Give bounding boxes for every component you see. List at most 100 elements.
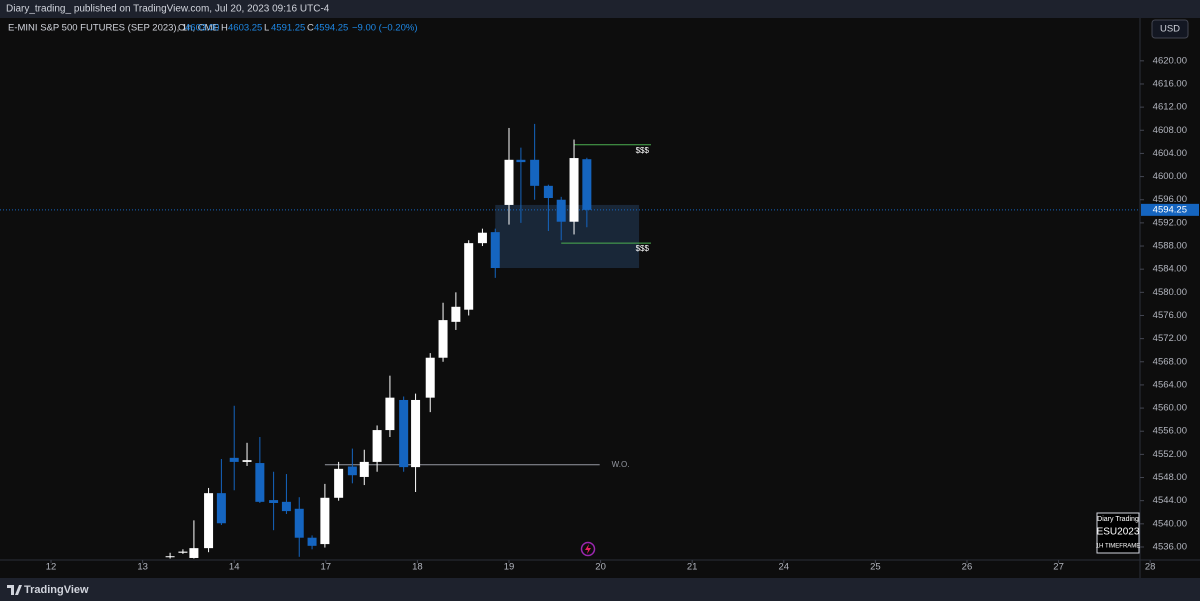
y-tick-label: 4612.00 bbox=[1153, 102, 1187, 113]
annotation-label: $$$ bbox=[636, 146, 650, 155]
axes: 4536.00 4540.00 4544.00 4548.00 4552.00 4556.… bbox=[46, 55, 1199, 573]
ohlc-value: 4594.25 bbox=[314, 23, 348, 34]
candle-body bbox=[438, 320, 448, 358]
x-tick-label: 19 bbox=[504, 562, 515, 573]
x-tick-label: 13 bbox=[137, 562, 148, 573]
annotation-label: W.O. bbox=[612, 460, 630, 469]
candle-body bbox=[294, 508, 304, 538]
currency[interactable]: USD bbox=[1160, 24, 1180, 35]
y-tick-label: 4600.00 bbox=[1153, 171, 1187, 182]
watermark-line: Diary Trading bbox=[1097, 516, 1139, 523]
candle-body bbox=[320, 497, 330, 545]
x-tick-label: 18 bbox=[412, 562, 423, 573]
y-tick-label: 4568.00 bbox=[1153, 356, 1187, 367]
last-price-label: 4594.25 bbox=[1153, 204, 1187, 215]
y-tick-label: 4588.00 bbox=[1153, 241, 1187, 252]
ohlc-value: 4603.25 bbox=[228, 23, 262, 34]
currency-button[interactable] bbox=[1151, 19, 1189, 39]
candle-body bbox=[347, 466, 357, 476]
zone bbox=[495, 204, 640, 269]
x-tick-label: 27 bbox=[1053, 562, 1064, 573]
y-tick-label: 4552.00 bbox=[1153, 449, 1187, 460]
candle-body bbox=[229, 457, 239, 462]
y-tick-label: 4556.00 bbox=[1153, 426, 1187, 437]
candle-body bbox=[359, 461, 369, 477]
lightning-bolt bbox=[585, 544, 591, 554]
candle-body bbox=[582, 159, 592, 210]
candle-body bbox=[216, 493, 226, 524]
x-tick-label: 25 bbox=[870, 562, 881, 573]
logo bbox=[7, 585, 22, 595]
x-tick-label: 24 bbox=[778, 562, 789, 573]
candle-body bbox=[464, 243, 474, 310]
y-tick-label: 4596.00 bbox=[1153, 194, 1187, 205]
ohlc-letter: H bbox=[221, 23, 228, 34]
candle-body bbox=[556, 199, 566, 222]
x-tick-label: 21 bbox=[687, 562, 698, 573]
y-tick-label: 4616.00 bbox=[1153, 78, 1187, 89]
ohlc-value: 4603.00 bbox=[185, 23, 219, 34]
candle-body bbox=[307, 537, 317, 546]
candle-body bbox=[281, 501, 291, 512]
brand: TradingView bbox=[24, 584, 89, 596]
y-tick-label: 4580.00 bbox=[1153, 287, 1187, 298]
symbol: E-MINI S&P 500 FUTURES (SEP 2023), 1h, C… bbox=[8, 23, 219, 34]
candle-body bbox=[530, 159, 540, 186]
annotation-label: $$$ bbox=[636, 244, 650, 253]
x-tick-label: 12 bbox=[46, 562, 57, 573]
x-tick-label: 26 bbox=[962, 562, 973, 573]
candle-body bbox=[477, 232, 487, 244]
y-tick-label: 4560.00 bbox=[1153, 403, 1187, 414]
candle-body bbox=[178, 551, 188, 553]
ohlc-letter: L bbox=[264, 23, 269, 34]
candle-body bbox=[189, 548, 199, 558]
plot: $$$ $$$ W.O. bbox=[0, 123, 1140, 559]
x-tick-label: 28 bbox=[1145, 562, 1156, 573]
y-tick-label: 4572.00 bbox=[1153, 333, 1187, 344]
candle-body bbox=[451, 306, 461, 322]
lightning-icon[interactable] bbox=[580, 541, 596, 557]
candle-body bbox=[504, 159, 514, 205]
candle-body bbox=[372, 430, 382, 462]
y-tick-label: 4620.00 bbox=[1153, 55, 1187, 66]
candle-body bbox=[385, 397, 395, 431]
candle-body bbox=[165, 556, 175, 558]
ohlc-letter: C bbox=[307, 23, 314, 34]
last-price-box bbox=[1141, 203, 1199, 216]
y-tick-label: 4540.00 bbox=[1153, 518, 1187, 529]
y-tick-label: 4544.00 bbox=[1153, 495, 1187, 506]
publisher: Diary_trading_ published on TradingView.… bbox=[6, 4, 330, 15]
candle-body bbox=[334, 468, 344, 498]
candle-body bbox=[569, 158, 579, 222]
x-tick-label: 14 bbox=[229, 562, 240, 573]
y-tick-label: 4536.00 bbox=[1153, 541, 1187, 552]
candle-body bbox=[269, 500, 279, 503]
x-tick-label: 20 bbox=[595, 562, 606, 573]
watermark-line: ESU2023 bbox=[1097, 527, 1140, 538]
y-tick-label: 4564.00 bbox=[1153, 379, 1187, 390]
ohlc-letter: O bbox=[178, 23, 185, 34]
candle-body bbox=[242, 460, 252, 462]
candle-body bbox=[255, 463, 265, 502]
y-tick-label: 4584.00 bbox=[1153, 264, 1187, 275]
candle-body bbox=[490, 232, 500, 269]
y-tick-label: 4604.00 bbox=[1153, 148, 1187, 159]
watermark-line: 1H TIMEFRAME bbox=[1096, 544, 1141, 550]
candle-body bbox=[411, 399, 421, 468]
candle-body bbox=[516, 159, 526, 163]
y-tick-label: 4592.00 bbox=[1153, 217, 1187, 228]
footer-bar bbox=[0, 578, 1200, 601]
candle-body bbox=[204, 493, 214, 549]
change: −9.00 (−0.20%) bbox=[352, 23, 418, 34]
y-tick-label: 4576.00 bbox=[1153, 310, 1187, 321]
x-tick-label: 17 bbox=[321, 562, 332, 573]
ohlc-value: 4591.25 bbox=[271, 23, 305, 34]
top-bar bbox=[0, 0, 1200, 18]
ohlc: O 4603.00 H 4603.25 L 4591.25 C 4594.25 −9.00 (−… bbox=[178, 23, 418, 34]
candle-body bbox=[425, 357, 435, 398]
y-tick-label: 4548.00 bbox=[1153, 472, 1187, 483]
y-tick-label: 4608.00 bbox=[1153, 125, 1187, 136]
candle-body bbox=[543, 185, 553, 198]
candle-body bbox=[399, 399, 409, 468]
